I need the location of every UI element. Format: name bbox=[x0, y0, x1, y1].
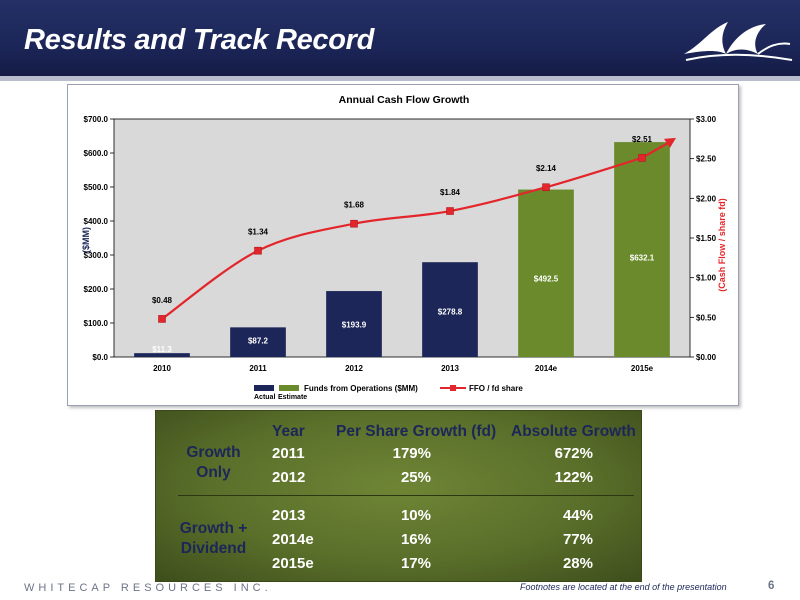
ffo-point-label: $2.14 bbox=[536, 164, 557, 173]
plot-area bbox=[113, 118, 691, 358]
ffo-point bbox=[158, 315, 166, 323]
y-tick-label: $300.0 bbox=[84, 251, 109, 260]
y-tick-label: $700.0 bbox=[84, 115, 109, 124]
header-year: Year bbox=[272, 423, 305, 440]
y-tick-label: $500.0 bbox=[84, 183, 109, 192]
y-tick-label: $100.0 bbox=[84, 319, 109, 328]
row-per-share: 17% bbox=[400, 555, 431, 572]
bar bbox=[422, 262, 478, 357]
y-tick-label: $0.0 bbox=[92, 353, 108, 362]
header-absolute-growth: Absolute Growth bbox=[511, 423, 636, 440]
cash-flow-chart: Annual Cash Flow Growth ($MM) (Cash Flow… bbox=[81, 94, 727, 401]
row-per-share: 10% bbox=[400, 507, 431, 524]
y2-axis-label: (Cash Flow / share fd) bbox=[717, 198, 727, 292]
bar-value-label: $193.9 bbox=[342, 320, 367, 329]
y2-tick-label: $0.50 bbox=[696, 313, 717, 322]
growth-table: Year Per Share Growth (fd) Absolute Grow… bbox=[155, 410, 642, 582]
bar bbox=[230, 327, 286, 357]
ffo-point bbox=[446, 207, 454, 215]
row-absolute: 77% bbox=[562, 531, 593, 548]
bar bbox=[326, 291, 382, 357]
group-label-growth-dividend: Growth + Dividend bbox=[166, 519, 261, 559]
x-tick-label: 2013 bbox=[441, 364, 459, 373]
ffo-point-label: $1.84 bbox=[440, 188, 461, 197]
x-tick-label: 2012 bbox=[345, 364, 363, 373]
legend-actual-swatch bbox=[254, 385, 274, 391]
row-absolute: 28% bbox=[562, 555, 593, 572]
title-bar bbox=[0, 0, 800, 76]
bar bbox=[518, 189, 574, 357]
y2-tick-label: $1.50 bbox=[696, 234, 717, 243]
y2-tick-label: $1.00 bbox=[696, 274, 717, 283]
page-title: Results and Track Record bbox=[24, 24, 375, 56]
group-label-line: Dividend bbox=[180, 540, 247, 557]
x-tick-label: 2011 bbox=[249, 364, 267, 373]
x-tick-label: 2014e bbox=[535, 364, 558, 373]
bar-value-label: $278.8 bbox=[438, 307, 463, 316]
ffo-point bbox=[254, 246, 262, 255]
x-tick-label: 2010 bbox=[153, 364, 171, 373]
bar-value-label: $492.5 bbox=[534, 275, 559, 284]
y2-tick-label: $3.00 bbox=[696, 115, 717, 124]
ffo-line bbox=[161, 140, 671, 320]
y-tick-label: $600.0 bbox=[84, 149, 109, 158]
group-label-line: Only bbox=[196, 464, 231, 481]
y-axis-label: ($MM) bbox=[81, 227, 91, 253]
row-absolute: 44% bbox=[562, 507, 593, 524]
row-year: 2012 bbox=[272, 469, 306, 486]
y-tick-label: $400.0 bbox=[84, 217, 109, 226]
chart-panel: Annual Cash Flow Growth ($MM) (Cash Flow… bbox=[67, 84, 739, 406]
legend-estimate-swatch bbox=[279, 385, 299, 391]
ffo-point-label: $0.48 bbox=[152, 296, 173, 305]
chart-title: Annual Cash Flow Growth bbox=[339, 94, 470, 106]
group-label-line: Growth + bbox=[179, 520, 248, 537]
bar-value-label: $632.1 bbox=[630, 253, 655, 262]
legend-actual-label: Actual bbox=[254, 394, 275, 401]
legend-line-marker bbox=[450, 385, 456, 391]
footnote-text: Footnotes are located at the end of the … bbox=[520, 582, 727, 592]
row-year: 2015e bbox=[272, 555, 314, 572]
header-per-share-growth: Per Share Growth (fd) bbox=[336, 423, 497, 440]
group-label-growth-only: Growth Only bbox=[166, 443, 261, 483]
legend-bar-label: Funds from Operations ($MM) bbox=[304, 384, 418, 393]
ffo-point bbox=[350, 219, 358, 228]
y2-tick-label: $2.00 bbox=[696, 194, 717, 203]
ffo-point-label: $2.51 bbox=[632, 135, 653, 144]
bar-value-label: $11.3 bbox=[152, 345, 172, 354]
y2-tick-label: $0.00 bbox=[696, 353, 717, 362]
x-tick-label: 2015e bbox=[631, 364, 654, 373]
ffo-point bbox=[542, 183, 550, 192]
ffo-point-label: $1.68 bbox=[344, 201, 365, 210]
ffo-point-label: $1.34 bbox=[248, 228, 269, 237]
bar bbox=[134, 353, 190, 357]
page-number: 6 bbox=[768, 580, 775, 592]
legend-estimate-label: Estimate bbox=[278, 394, 307, 401]
table-divider bbox=[178, 495, 634, 496]
y-tick-label: $200.0 bbox=[84, 285, 109, 294]
group-label-line: Growth bbox=[186, 444, 241, 461]
row-absolute: 672% bbox=[554, 445, 593, 462]
title-underline bbox=[0, 76, 800, 81]
legend-line-label: FFO / fd share bbox=[469, 384, 523, 393]
row-absolute: 122% bbox=[554, 469, 593, 486]
ffo-line-arrowhead bbox=[664, 137, 676, 148]
row-year: 2011 bbox=[272, 445, 305, 462]
bar-value-label: $87.2 bbox=[248, 337, 269, 346]
row-per-share: 179% bbox=[392, 445, 431, 462]
row-year: 2013 bbox=[272, 507, 306, 524]
ffo-point bbox=[638, 154, 646, 162]
bar bbox=[614, 142, 670, 357]
company-logo-icon bbox=[684, 22, 793, 61]
footer-company-name: WHITECAP RESOURCES INC. bbox=[24, 582, 272, 594]
y2-tick-label: $2.50 bbox=[696, 155, 717, 164]
row-year: 2014e bbox=[272, 531, 314, 548]
row-per-share: 25% bbox=[400, 469, 431, 486]
row-per-share: 16% bbox=[400, 531, 431, 548]
